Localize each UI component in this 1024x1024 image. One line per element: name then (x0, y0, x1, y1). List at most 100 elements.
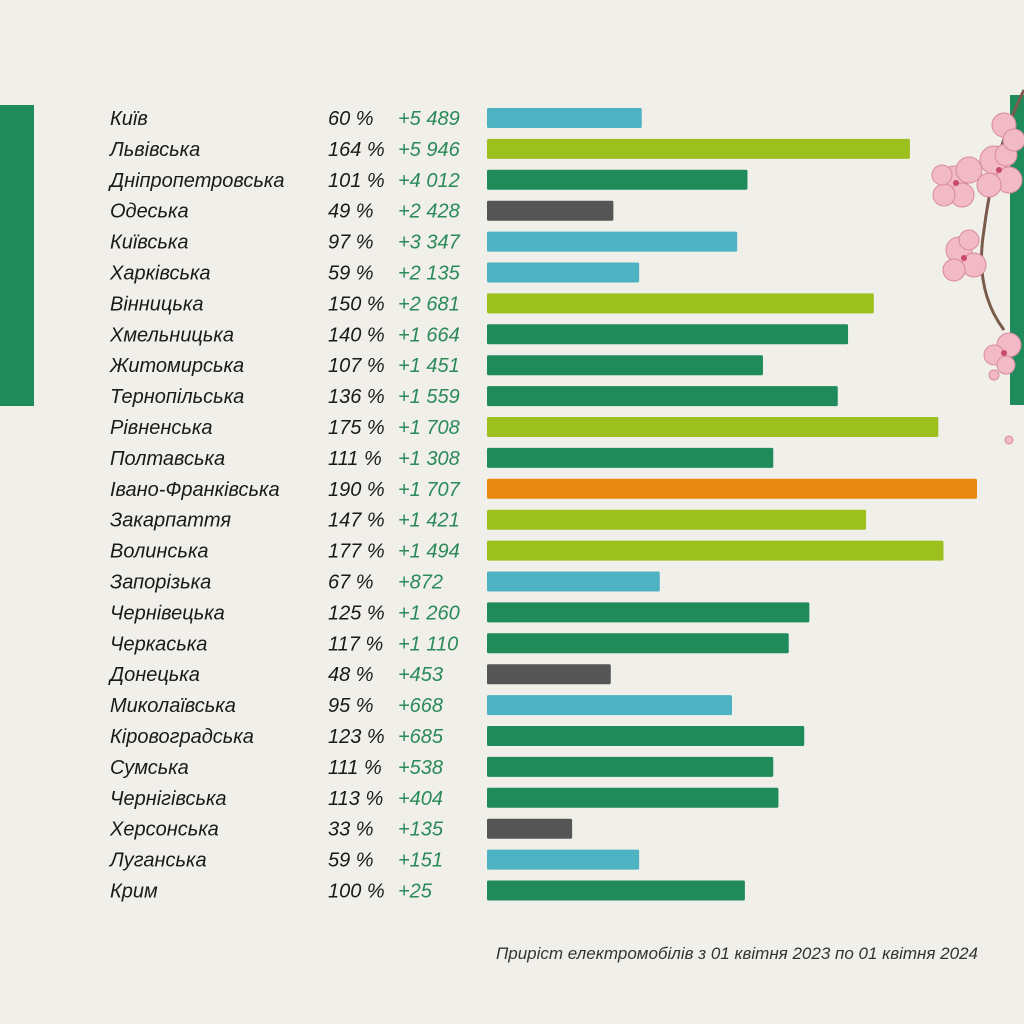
increase-label: +1 664 (398, 324, 460, 346)
percent-label: 49 % (328, 201, 374, 223)
region-label: Хмельницька (109, 324, 234, 346)
bar (487, 200, 614, 221)
bar (487, 664, 611, 685)
bar (487, 849, 640, 870)
percent-label: 67 % (328, 572, 374, 594)
bar (487, 540, 944, 561)
increase-label: +4 012 (398, 170, 460, 192)
region-label: Харківська (109, 263, 211, 285)
bar (487, 231, 738, 252)
percent-label: 111 % (328, 757, 382, 779)
percent-label: 136 % (328, 386, 385, 408)
increase-label: +1 421 (398, 510, 460, 532)
region-label: Тернопільська (110, 386, 244, 408)
percent-label: 107 % (328, 355, 385, 377)
percent-label: 59 % (328, 850, 374, 872)
region-label: Чернігівська (110, 788, 227, 810)
percent-label: 150 % (328, 293, 385, 315)
percent-label: 140 % (328, 324, 385, 346)
ev-growth-bar-chart: Київ 60 % +5 489 Львівська 164 % +5 946 Дніпро… (108, 108, 977, 903)
region-label: Донецька (108, 664, 200, 686)
percent-label: 95 % (328, 695, 374, 717)
increase-label: +404 (398, 788, 443, 810)
increase-label: +1 707 (398, 479, 461, 501)
increase-label: +1 708 (398, 417, 460, 439)
region-label: Херсонська (109, 819, 219, 841)
increase-label: +1 260 (398, 602, 460, 624)
increase-label: +872 (398, 572, 443, 594)
percent-label: 177 % (328, 541, 385, 563)
region-label: Крим (110, 881, 158, 903)
bar (487, 478, 977, 499)
percent-label: 111 % (328, 448, 382, 470)
percent-label: 33 % (328, 819, 374, 841)
percent-label: 175 % (328, 417, 385, 439)
percent-label: 164 % (328, 139, 385, 161)
region-label: Волинська (110, 541, 209, 563)
percent-label: 117 % (328, 633, 383, 655)
region-label: Житомирська (109, 355, 244, 377)
region-label: Львівська (108, 139, 200, 161)
bar (487, 324, 849, 345)
increase-label: +1 559 (398, 386, 460, 408)
region-label: Чернівецька (110, 602, 225, 624)
cherry-blossom-icon (931, 89, 1024, 445)
bar (487, 695, 732, 716)
bar (487, 447, 774, 468)
percent-label: 123 % (328, 726, 385, 748)
bar (487, 787, 779, 808)
region-label: Одеська (110, 201, 189, 223)
increase-label: +538 (398, 757, 443, 779)
bar (487, 169, 748, 190)
bar (487, 726, 805, 746)
increase-label: +1 308 (398, 448, 460, 470)
chart-caption: Приріст електромобілів з 01 квітня 2023 … (495, 944, 978, 963)
percent-label: 101 % (328, 170, 385, 192)
percent-label: 59 % (328, 263, 374, 285)
percent-label: 60 % (328, 108, 374, 130)
left-accent-bar (0, 105, 34, 406)
region-label: Івано-Франківська (110, 479, 280, 501)
percent-label: 97 % (328, 232, 374, 254)
region-label: Закарпаття (110, 510, 231, 532)
increase-label: +685 (398, 726, 444, 748)
increase-label: +2 428 (398, 201, 460, 223)
increase-label: +151 (398, 850, 443, 872)
bar (487, 633, 789, 654)
percent-label: 147 % (328, 510, 385, 532)
region-label: Вінницька (110, 293, 203, 315)
bar (487, 386, 838, 407)
percent-label: 113 % (328, 788, 383, 810)
bar (487, 571, 660, 592)
bar (487, 602, 810, 623)
bar (487, 880, 745, 901)
increase-label: +2 681 (398, 293, 460, 315)
bar (487, 262, 640, 283)
increase-label: +1 494 (398, 541, 460, 563)
region-label: Полтавська (110, 448, 225, 470)
percent-label: 100 % (328, 881, 385, 903)
bar (487, 756, 774, 777)
percent-label: 190 % (328, 479, 385, 501)
bar (487, 355, 763, 376)
bar (487, 138, 910, 159)
region-label: Дніпропетровська (108, 170, 284, 192)
increase-label: +135 (398, 819, 444, 841)
increase-label: +1 110 (398, 633, 458, 655)
region-label: Запорізька (110, 572, 211, 594)
bar (487, 818, 573, 839)
percent-label: 125 % (328, 602, 385, 624)
region-label: Луганська (108, 850, 207, 872)
bar (487, 417, 939, 437)
region-label: Миколаївська (110, 695, 236, 717)
increase-label: +1 451 (398, 355, 460, 377)
increase-label: +3 347 (398, 232, 461, 254)
region-label: Черкаська (110, 633, 207, 655)
increase-label: +5 946 (398, 139, 461, 161)
increase-label: +5 489 (398, 108, 460, 130)
region-label: Кіровоградська (110, 726, 254, 748)
region-label: Сумська (110, 757, 189, 779)
bar (487, 509, 867, 530)
percent-label: 48 % (328, 664, 374, 686)
region-label: Київ (110, 108, 148, 130)
